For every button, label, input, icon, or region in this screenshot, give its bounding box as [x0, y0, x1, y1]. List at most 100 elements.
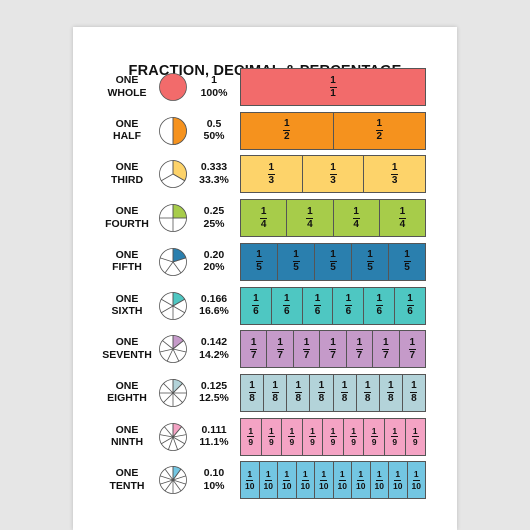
fraction-pie-icon	[159, 204, 187, 232]
fraction-numerator: 1	[339, 469, 345, 480]
fraction-line	[410, 392, 418, 394]
fraction-name-line-2: TENTH	[109, 479, 145, 492]
fraction-denominator: 7	[250, 349, 257, 361]
fraction-line	[308, 436, 316, 438]
fraction-name-line-2: HALF	[113, 130, 141, 143]
fraction-line	[357, 479, 365, 481]
decimal-value: 1	[211, 74, 217, 86]
fraction-line	[398, 217, 406, 219]
fraction-numerator: 1	[391, 161, 398, 173]
pie-divider	[172, 469, 182, 481]
fraction-values: 0.142 14.2%	[196, 336, 232, 361]
fraction-denominator: 9	[268, 437, 274, 448]
pie-divider	[168, 436, 174, 450]
fraction-line	[288, 436, 296, 438]
percent-value: 100%	[200, 86, 228, 99]
fraction-pie-icon	[159, 422, 187, 451]
fraction-label: 1 10	[282, 470, 291, 490]
fraction-denominator: 7	[303, 349, 310, 361]
fraction-values: 0.125 12.5%	[196, 380, 232, 405]
percent-value: 14.2%	[199, 348, 229, 361]
fraction-denominator: 6	[253, 306, 259, 317]
fraction-name: ONE SEVENTH	[102, 336, 152, 361]
fraction-label: 1 10	[301, 470, 310, 490]
pie-divider	[172, 261, 182, 273]
pie-divider	[172, 298, 185, 306]
fraction-numerator: 1	[364, 380, 371, 392]
fraction-denominator: 6	[376, 306, 382, 317]
decimal-value: 0.10	[203, 467, 225, 480]
fraction-name-line-1: ONE	[115, 379, 139, 392]
fraction-numerator: 1	[284, 469, 290, 480]
pie-divider	[163, 383, 174, 394]
fraction-line	[276, 348, 284, 350]
fraction-pie-icon	[159, 247, 187, 276]
fraction-numerator: 1	[367, 249, 373, 261]
fraction-name: ONE THIRD	[102, 161, 152, 186]
fraction-line	[267, 436, 275, 438]
fraction-values: 0.333 33.3%	[196, 161, 232, 186]
fraction-numerator: 1	[353, 205, 359, 217]
fraction-name-line-1: ONE	[115, 117, 139, 130]
fraction-label: 1 10	[338, 470, 347, 490]
fraction-denominator: 4	[353, 218, 359, 230]
pie-divider	[172, 475, 186, 481]
pie-divider	[161, 174, 174, 182]
fraction-name-line-2: SIXTH	[111, 305, 143, 317]
fraction-line	[411, 436, 419, 438]
fraction-numerator: 1	[307, 205, 313, 217]
pie-divider	[172, 305, 185, 313]
fraction-values: 0.111 11.1%	[196, 424, 232, 449]
percent-value: 25%	[203, 217, 225, 230]
percent-value: 12.5%	[199, 392, 229, 405]
fraction-name-line-2: WHOLE	[107, 86, 147, 99]
pie-divider	[161, 298, 174, 306]
fraction-line	[350, 436, 358, 438]
fraction-numerator: 1	[248, 425, 254, 436]
fraction-name-line-1: ONE	[115, 467, 139, 480]
fraction-numerator: 1	[395, 469, 401, 480]
fraction-line	[264, 479, 272, 481]
fraction-numerator: 1	[289, 425, 295, 436]
fraction-name-line-1: ONE	[115, 248, 139, 261]
pie-slice-shaded	[172, 204, 187, 219]
fraction-name: ONE SIXTH	[102, 293, 152, 318]
fraction-numerator: 1	[376, 469, 382, 480]
fraction-label: 1 10	[245, 470, 254, 490]
fraction-values: 0.25 25%	[196, 205, 232, 230]
fraction-numerator: 1	[293, 249, 299, 261]
fraction-line	[408, 348, 416, 350]
fraction-denominator: 5	[256, 262, 262, 274]
fraction-numerator: 1	[412, 425, 418, 436]
fraction-line	[329, 348, 337, 350]
